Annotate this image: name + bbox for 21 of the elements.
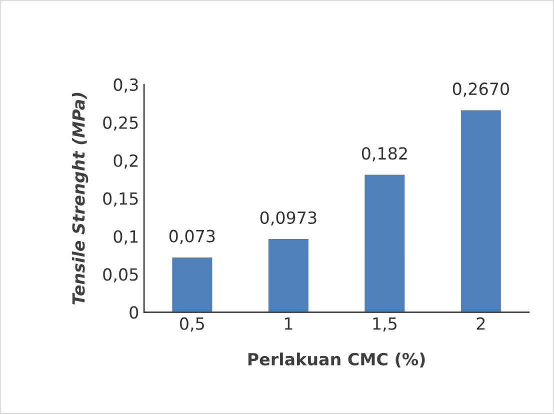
y-tick-label: 0 [130,306,138,319]
y-tick-label: 0,3 [114,78,138,93]
x-tick-label: 2 [476,317,485,330]
x-axis-title: Perlakuan CMC (%) [248,352,425,368]
x-tick-label: 1 [284,318,292,330]
y-axis-title: Tensile Strenght (MPa) [72,92,88,305]
x-tick-label: 0,5 [180,317,204,332]
y-tick-label: 0,15 [103,192,138,207]
y-tick-label: 0,1 [114,230,138,245]
bar [460,108,502,312]
data-label: 0,0973 [260,211,316,226]
data-label: 0,073 [169,230,215,244]
data-label: 0,2670 [452,82,509,97]
x-tick-label: 1,5 [373,318,396,332]
bar [363,173,406,312]
bar [267,238,310,312]
y-tick-label: 0,25 [103,116,138,131]
data-label: 0,182 [362,147,407,162]
y-tick-label: 0,2 [114,154,138,169]
y-tick-label: 0,05 [103,268,138,282]
bar [170,256,214,312]
